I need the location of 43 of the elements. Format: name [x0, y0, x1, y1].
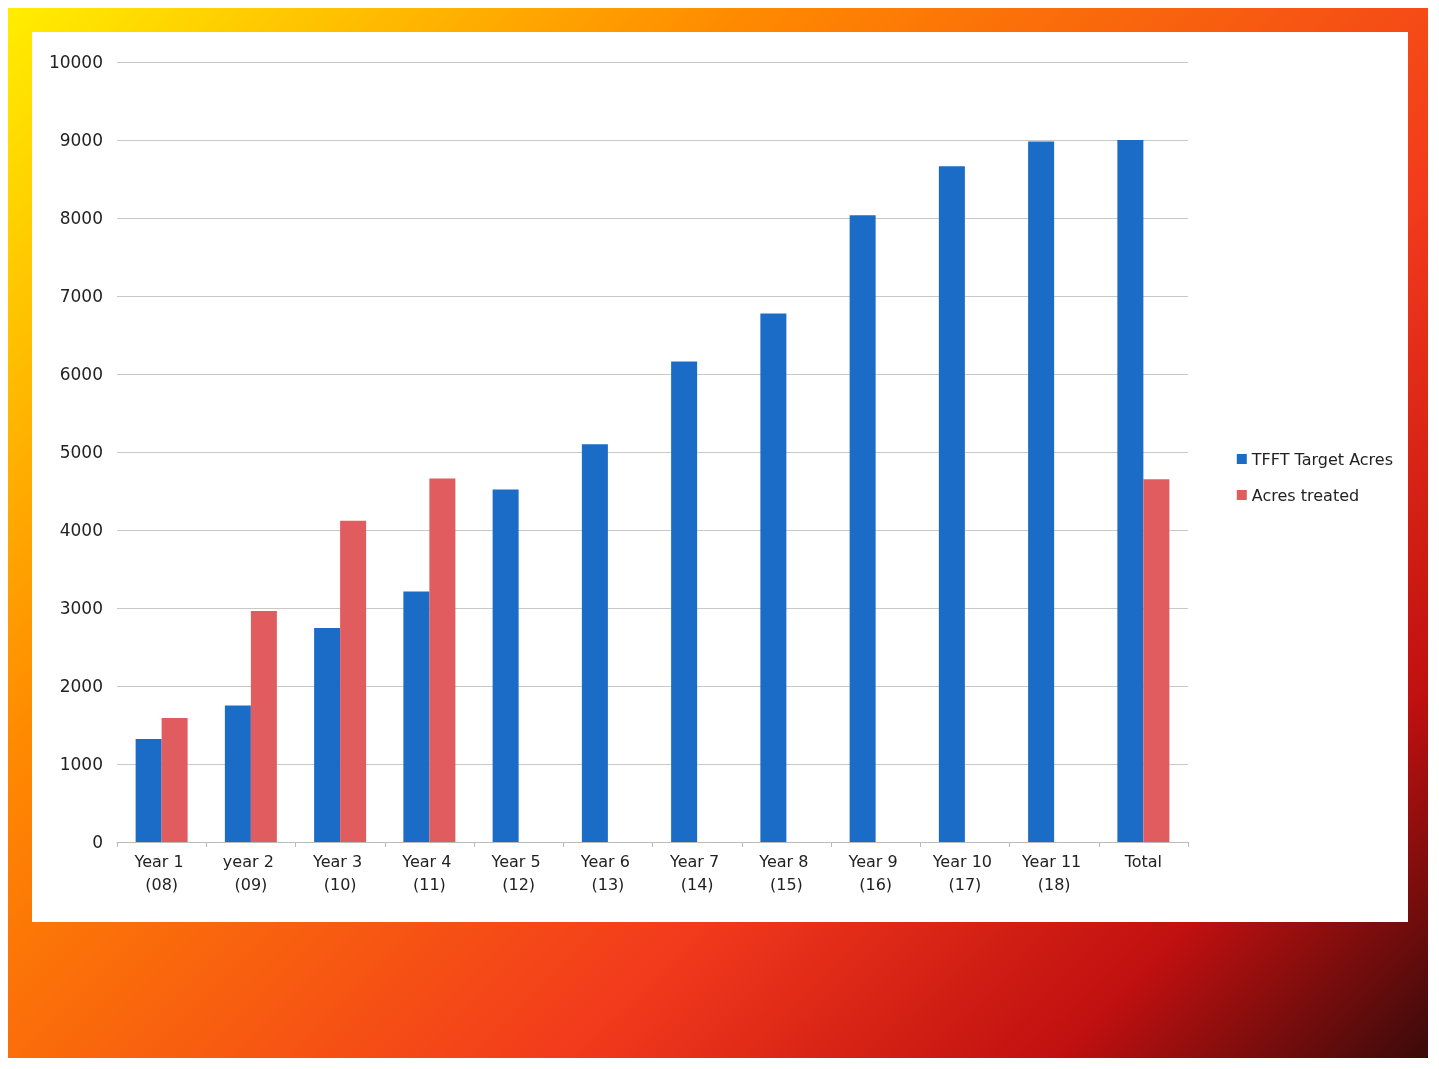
x-tick-label: Total [1123, 852, 1163, 871]
x-tick-label: Year 3 (10) [312, 852, 368, 894]
bar [429, 478, 456, 842]
y-tick-label: 0 [92, 832, 103, 852]
legend-label: Acres treated [1251, 485, 1360, 505]
bar [224, 705, 251, 842]
bar [314, 627, 341, 842]
bar [1143, 479, 1170, 842]
x-tick-label: Year 7 (14) [669, 852, 725, 894]
bar [340, 520, 367, 842]
bar [760, 313, 787, 842]
y-tick-label: 6000 [59, 364, 103, 384]
y-tick-label: 10000 [48, 52, 103, 72]
bar [250, 611, 277, 842]
x-tick-label: Year 9 (16) [847, 852, 903, 894]
x-tick-label: Year 10 (17) [931, 852, 998, 894]
x-tick-label: Year 8 (15) [758, 852, 814, 894]
x-tick-label: year 2 (09) [222, 852, 279, 894]
bar [1117, 140, 1144, 842]
legend-label: TFFT Target Acres [1250, 449, 1394, 469]
y-tick-label: 4000 [59, 520, 103, 540]
bar [492, 489, 519, 842]
bar [403, 591, 430, 842]
bar [849, 215, 876, 842]
y-tick-label: 1000 [59, 754, 103, 774]
y-tick-label: 7000 [59, 286, 103, 306]
bar [671, 361, 698, 842]
bar [1028, 141, 1055, 842]
x-tick-label: Year 6 (13) [579, 852, 635, 894]
x-tick-label: Year 4 (11) [401, 852, 457, 894]
x-tick-label: Year 11 (18) [1020, 852, 1087, 894]
y-tick-label: 2000 [59, 676, 103, 696]
x-tick-label: Year 1 (08) [133, 852, 189, 894]
bar [135, 739, 162, 842]
y-tick-label: 3000 [59, 598, 103, 618]
x-tick-label: Year 5 (12) [490, 852, 546, 894]
y-tick-label: 8000 [59, 208, 103, 228]
y-tick-label: 5000 [59, 442, 103, 462]
bar [161, 717, 188, 842]
bar [938, 166, 965, 842]
y-tick-label: 9000 [59, 130, 103, 150]
bar [581, 444, 608, 842]
gradient-background: 0 1000 2000 3000 4000 5000 6000 7000 8000 9000 10000 Year 1 (08) year 2 (09) Year 3 (10) Year 4 (11) Year 5 (12) Year 6 (13) Year 7 (14) Year 8 (15) Year 9 (16) Year 10 (17) Year 11 (18) Total TFFT Target Acres Acres treated [8, 8, 1428, 1058]
